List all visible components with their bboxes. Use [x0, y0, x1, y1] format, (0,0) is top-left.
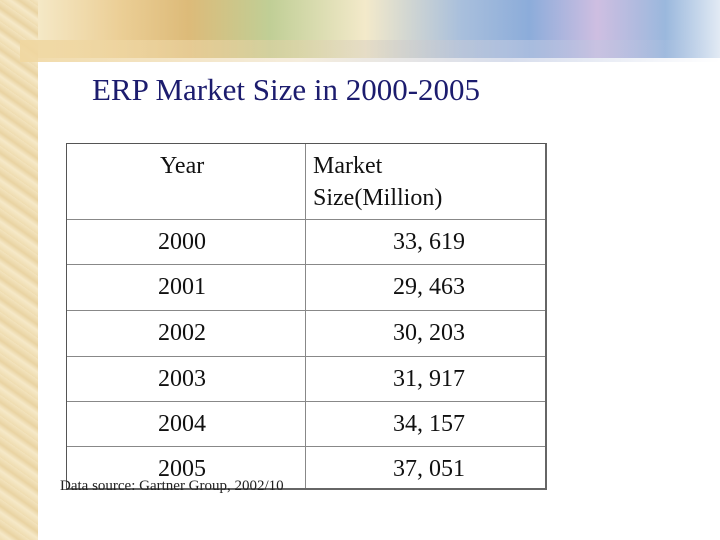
year-cell: 2000	[158, 229, 206, 255]
table: Year Market Size(Million) 2000 33, 619 2001 2…	[66, 143, 547, 490]
year-cell: 2001	[158, 274, 206, 300]
header-cell: Market Size(Million)	[313, 153, 443, 211]
header-cell: Year	[160, 153, 205, 179]
row-line	[67, 310, 545, 311]
row-line	[67, 264, 545, 265]
column-divider	[305, 144, 306, 488]
footnote: Data source: Gartner Group, 2002/10	[60, 478, 284, 494]
year-cell: 2002	[158, 320, 206, 346]
row-line	[67, 401, 545, 402]
background-strip	[0, 0, 38, 540]
value-cell: 31, 917	[393, 366, 465, 392]
value-cell: 29, 463	[393, 274, 465, 300]
value-cell: 33, 619	[393, 229, 465, 255]
row-line	[67, 356, 545, 357]
year-cell: 2004	[158, 411, 206, 437]
value-cell: 30, 203	[393, 320, 465, 346]
row-line	[67, 446, 545, 447]
year-cell: 2003	[158, 366, 206, 392]
banner-edge	[20, 40, 720, 62]
slide-title: ERP Market Size in 2000-2005	[92, 72, 481, 107]
year-cell: 2005	[158, 456, 206, 482]
row-line	[67, 219, 545, 220]
value-cell: 34, 157	[393, 411, 465, 437]
value-cell: 37, 051	[393, 456, 465, 482]
